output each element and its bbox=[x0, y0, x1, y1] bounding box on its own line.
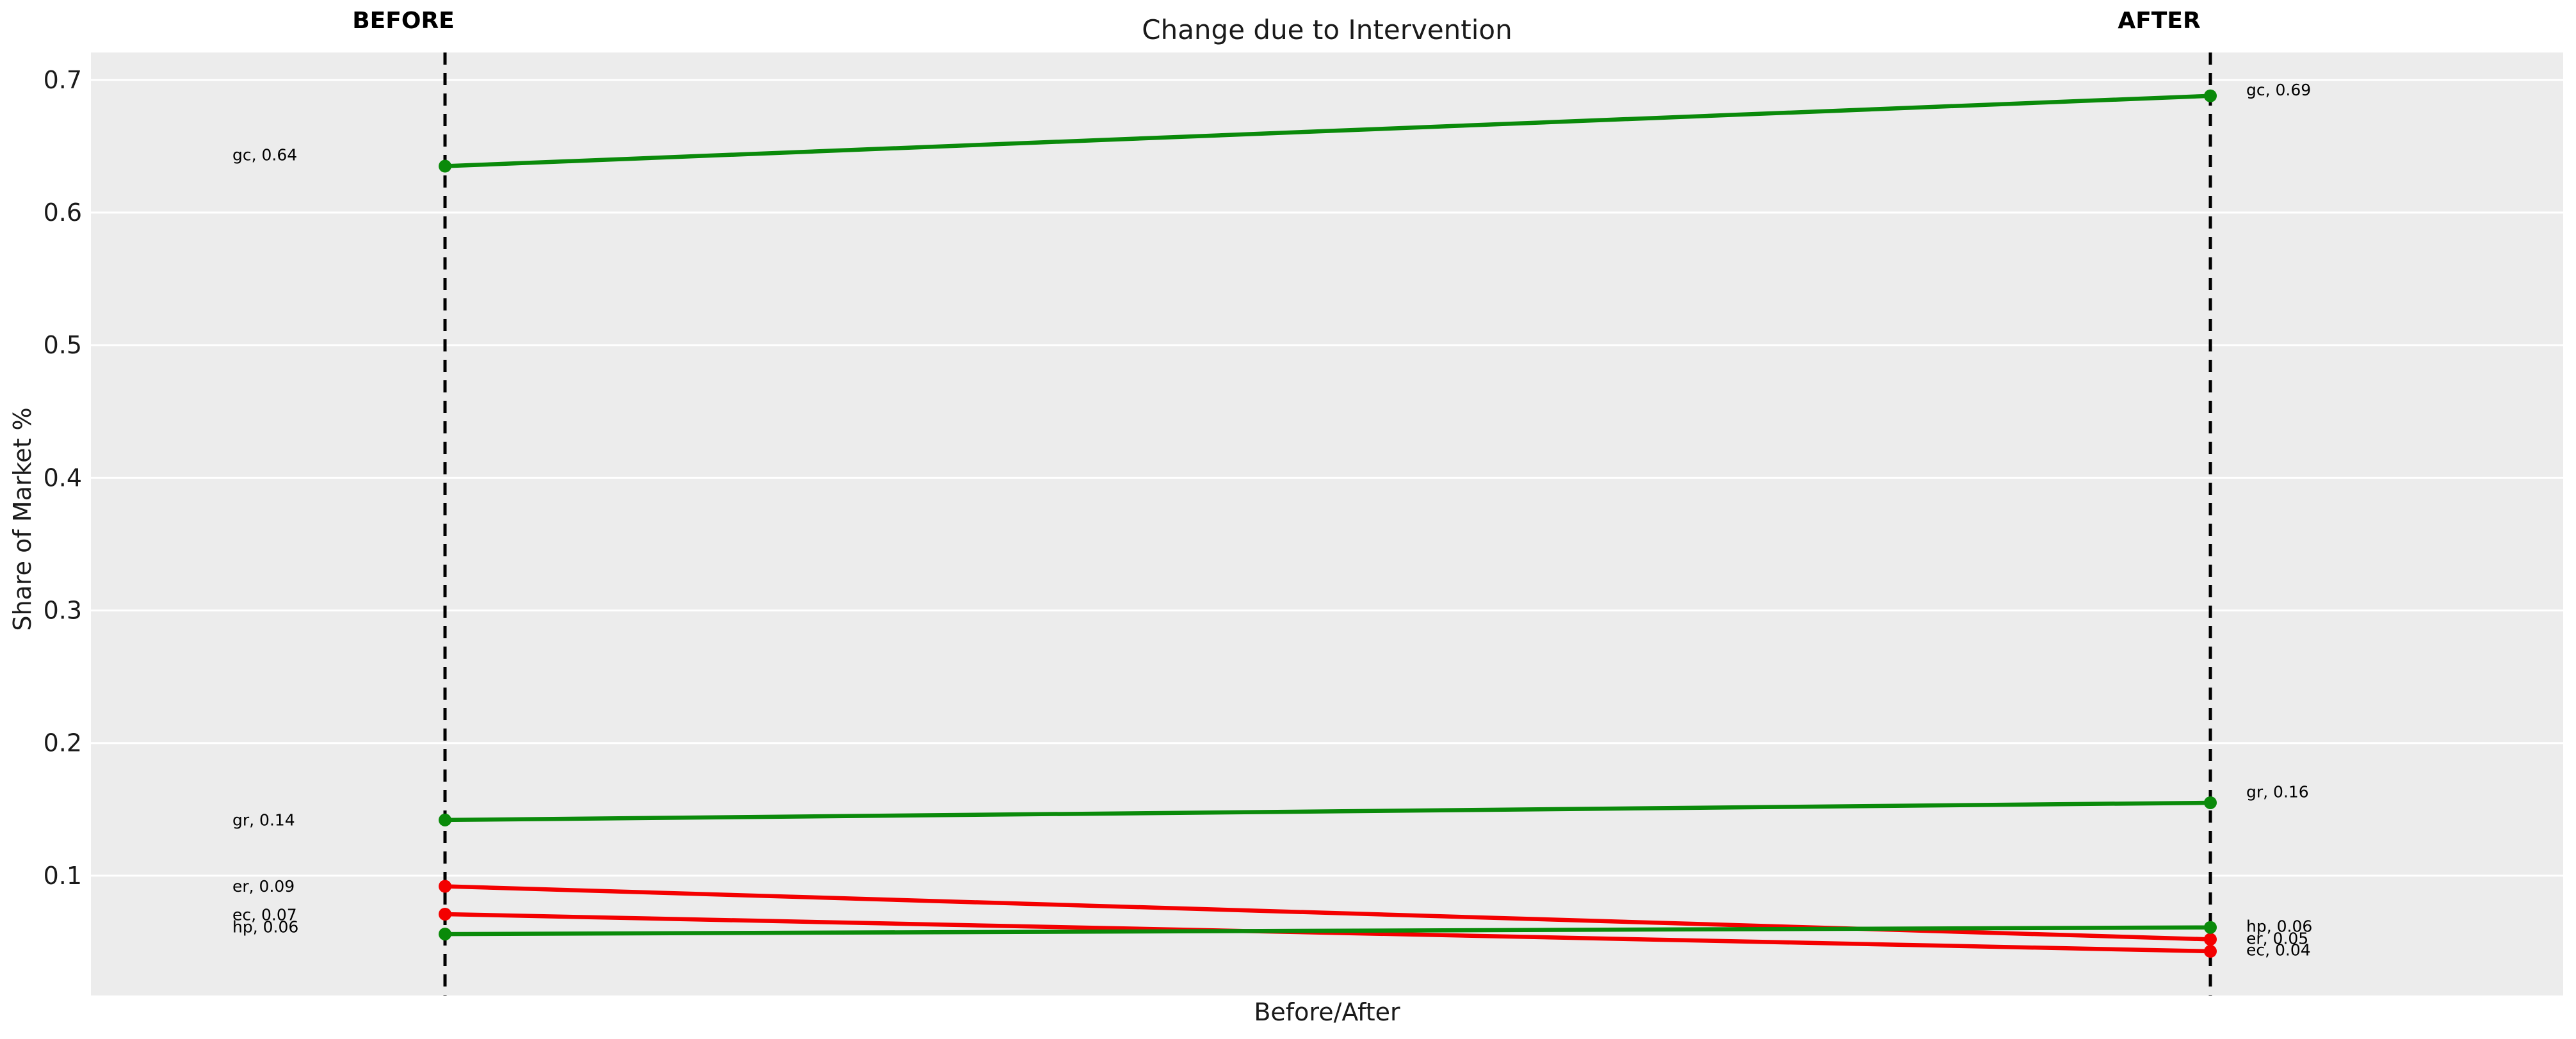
after-column-title: AFTER bbox=[2118, 8, 2201, 34]
before-column-title: BEFORE bbox=[352, 8, 455, 34]
gr-before-dot bbox=[439, 813, 451, 826]
gc-before-dot bbox=[439, 159, 451, 173]
er-after-dot bbox=[2204, 933, 2217, 946]
hp-before-label: hp, 0.06 bbox=[232, 917, 298, 936]
ec-before-dot bbox=[439, 908, 451, 921]
gc-before-label: gc, 0.64 bbox=[232, 145, 297, 164]
gc-after-label: gc, 0.69 bbox=[2246, 81, 2311, 99]
er-after-label: er, 0.05 bbox=[2246, 929, 2308, 947]
gc-after-dot bbox=[2204, 89, 2217, 102]
plot-background bbox=[91, 52, 2563, 995]
gr-before-label: gr, 0.14 bbox=[232, 810, 295, 829]
gc-line bbox=[444, 93, 2211, 168]
y-tick-label: 0.2 bbox=[44, 729, 82, 757]
y-tick-label: 0.3 bbox=[44, 597, 82, 625]
hp-before-dot bbox=[439, 928, 451, 941]
gr-after-dot bbox=[2204, 796, 2217, 809]
y-tick-label: 0.6 bbox=[44, 198, 82, 227]
ec-after-dot bbox=[2204, 945, 2217, 958]
chart-title: Change due to Intervention bbox=[1142, 14, 1512, 45]
er-before-label: er, 0.09 bbox=[232, 877, 295, 896]
hp-after-dot bbox=[2204, 921, 2217, 934]
y-tick-label: 0.4 bbox=[44, 463, 82, 492]
y-tick-label: 0.7 bbox=[44, 66, 82, 94]
x-axis-label: Before/After bbox=[1254, 998, 1400, 1026]
gr-line bbox=[444, 800, 2211, 823]
hp-line bbox=[444, 925, 2211, 937]
ec-before-label: ec, 0.07 bbox=[232, 905, 297, 924]
gr-after-label: gr, 0.16 bbox=[2246, 782, 2309, 801]
hp-after-label: hp, 0.06 bbox=[2246, 917, 2312, 935]
ec-after-label: ec, 0.04 bbox=[2246, 940, 2311, 959]
er-before-dot bbox=[439, 880, 451, 893]
y-tick-label: 0.5 bbox=[44, 331, 82, 359]
y-tick-label: 0.1 bbox=[44, 862, 82, 890]
